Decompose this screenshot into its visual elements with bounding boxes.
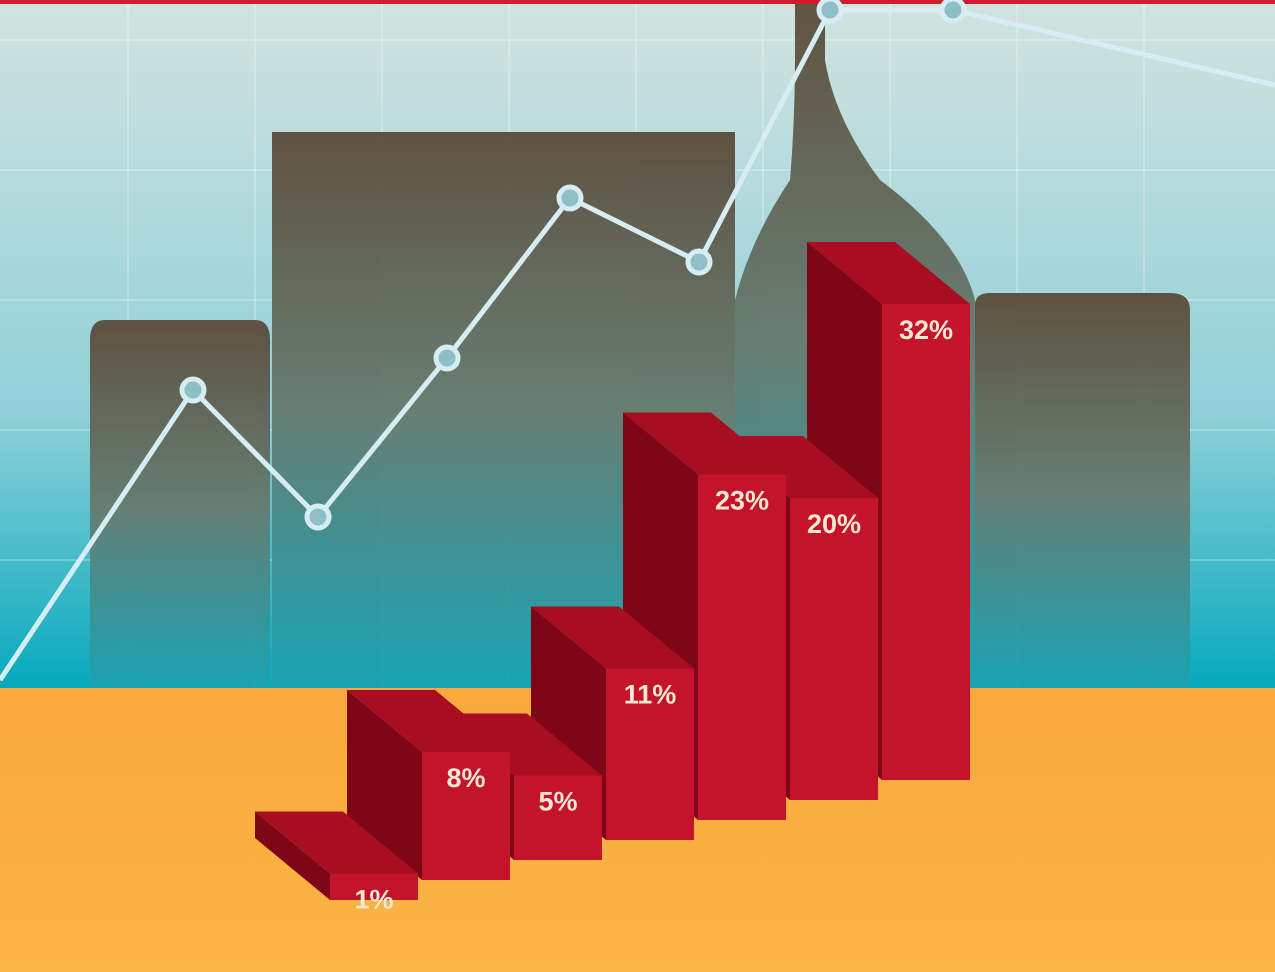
value-label: 8%: [446, 763, 485, 793]
value-label: 11%: [624, 680, 677, 710]
bar: [882, 304, 970, 780]
bar-side: [255, 811, 330, 900]
bar-top: [531, 606, 694, 669]
bar: [422, 752, 510, 880]
value-label: 20%: [807, 509, 861, 539]
trend-line: [0, 0, 1275, 682]
bars: 32% 20% 23% 11% 5% 8% 1%: [255, 242, 970, 915]
value-label: 32%: [899, 315, 953, 345]
value-label: 5%: [538, 787, 577, 817]
value-label: 23%: [715, 486, 769, 516]
bar-top: [807, 242, 970, 304]
bar-top: [255, 811, 418, 874]
bar-top: [623, 412, 786, 475]
bar: [330, 873, 418, 900]
bar: [790, 498, 878, 800]
bar: [606, 668, 694, 840]
top-border: [0, 0, 1275, 4]
bar-top: [347, 690, 510, 752]
bar: [514, 775, 602, 860]
value-label: 1%: [354, 885, 393, 915]
bar: [698, 474, 786, 820]
